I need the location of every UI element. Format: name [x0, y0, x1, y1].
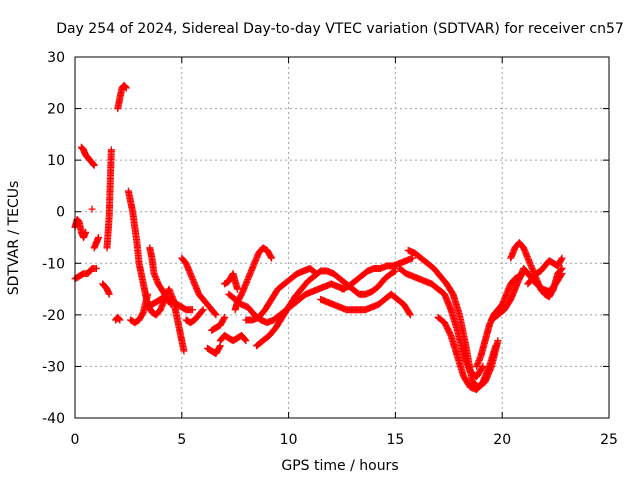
data-point-marker [220, 315, 228, 323]
grid [75, 57, 609, 418]
data-point-marker [241, 336, 249, 344]
data-point-marker [92, 264, 100, 272]
data-point-marker [558, 254, 566, 262]
data-point-marker [188, 306, 196, 314]
data-point-marker [105, 290, 113, 298]
data-point-marker [492, 342, 500, 350]
data-point-marker [144, 290, 152, 298]
data-point-marker [122, 83, 130, 91]
data-point-marker [90, 161, 98, 169]
data-point-marker [198, 307, 206, 315]
y-axis-title: SDTVAR / TECUs [6, 181, 22, 296]
data-point-marker [479, 362, 487, 370]
x-tick-label: 20 [493, 432, 511, 448]
data-point-marker [406, 310, 414, 318]
data-point-marker [90, 160, 98, 168]
data-point-marker [494, 337, 502, 345]
data-point-marker [88, 205, 96, 213]
data-point-marker [391, 267, 399, 275]
data-point-marker [116, 316, 124, 324]
x-tick-label: 10 [280, 432, 298, 448]
y-tick-label: 30 [47, 50, 65, 66]
data-point-marker [122, 84, 130, 92]
data-point-marker [558, 264, 566, 272]
x-tick-label: 5 [177, 432, 186, 448]
y-tick-label: 0 [56, 205, 65, 221]
data-point-marker [212, 311, 220, 319]
chart-title: Day 254 of 2024, Sidereal Day-to-day VTE… [56, 21, 624, 37]
axis-ticks: 0 5 10 15 20 25 -40 -30 -20 -10 0 10 20 30 [42, 50, 618, 448]
data-point-marker [94, 234, 102, 241]
x-tick-label: 25 [600, 432, 618, 448]
data-point-marker [82, 228, 90, 236]
data-point-marker [267, 253, 275, 261]
data-point-marker [242, 337, 250, 345]
data-point-marker [180, 347, 188, 355]
data-point-marker [312, 270, 320, 278]
data-point-marker [311, 269, 319, 277]
y-tick-label: -30 [42, 359, 65, 375]
x-axis-title: GPS time / hours [281, 458, 398, 474]
y-tick-label: 10 [47, 153, 65, 169]
data-point-marker [199, 306, 207, 314]
x-tick-label: 15 [386, 432, 404, 448]
data-point-marker [216, 343, 224, 351]
data-point-marker [211, 310, 219, 318]
data-point-marker [221, 313, 229, 321]
data-point-marker [557, 255, 565, 263]
data-point-marker [406, 311, 414, 319]
data-points [71, 81, 566, 394]
y-tick-label: -10 [42, 256, 65, 272]
x-tick-label: 0 [71, 432, 80, 448]
data-point-marker [557, 265, 565, 273]
data-point-marker [107, 146, 115, 154]
data-point-marker [408, 254, 416, 262]
y-tick-label: -40 [42, 411, 65, 427]
y-tick-label: 20 [47, 102, 65, 118]
data-point-marker [268, 254, 276, 262]
plot-frame [74, 56, 610, 419]
y-tick-label: -20 [42, 308, 65, 324]
data-point-marker [233, 285, 241, 293]
data-point-marker [478, 364, 486, 372]
data-point-marker [115, 315, 123, 323]
